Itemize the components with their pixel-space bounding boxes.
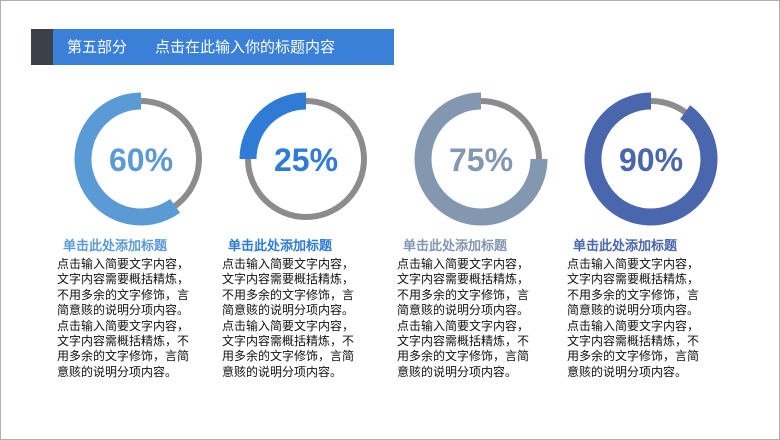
header-title: 点击在此输入你的标题内容 [155, 38, 336, 56]
item-body: 点击输入简要文字内容，文字内容需要概括精炼，不用多余的文字修饰，言简意赅的说明分… [567, 257, 700, 379]
ring-arc [239, 92, 307, 160]
item-body: 点击输入简要文字内容，文字内容需要概括精炼，不用多余的文字修饰，言简意赅的说明分… [222, 257, 355, 379]
item-text: 单击此处添加标题点击输入简要文字内容，文字内容需要概括精炼，不用多余的文字修饰，… [222, 237, 358, 380]
ring-label: 90% [619, 142, 683, 178]
section-label: 第五部分 [67, 38, 128, 56]
ring-arc [414, 92, 548, 226]
item-text: 单击此处添加标题点击输入简要文字内容，文字内容需要概括精炼，不用多余的文字修饰，… [397, 237, 533, 380]
ring-arc [584, 92, 718, 226]
header-accent [31, 29, 53, 65]
item-text: 单击此处添加标题点击输入简要文字内容，文字内容需要概括精炼，不用多余的文字修饰，… [57, 237, 193, 380]
item-heading: 单击此处添加标题 [63, 239, 168, 254]
item-heading: 单击此处添加标题 [573, 239, 678, 254]
ring-label: 25% [274, 142, 338, 178]
item-body: 点击输入简要文字内容，文字内容需要概括精炼，不用多余的文字修饰，言简意赅的说明分… [397, 257, 530, 379]
item-body: 点击输入简要文字内容，文字内容需要概括精炼，不用多余的文字修饰，言简意赅的说明分… [57, 257, 190, 379]
ring-label: 60% [109, 142, 173, 178]
ring-label: 75% [449, 142, 513, 178]
item-heading: 单击此处添加标题 [403, 239, 508, 254]
header-bar: 第五部分 点击在此输入你的标题内容 [53, 29, 394, 65]
item-heading: 单击此处添加标题 [228, 239, 333, 254]
ring-arc [74, 92, 181, 226]
item-text: 单击此处添加标题点击输入简要文字内容，文字内容需要概括精炼，不用多余的文字修饰，… [567, 237, 703, 380]
